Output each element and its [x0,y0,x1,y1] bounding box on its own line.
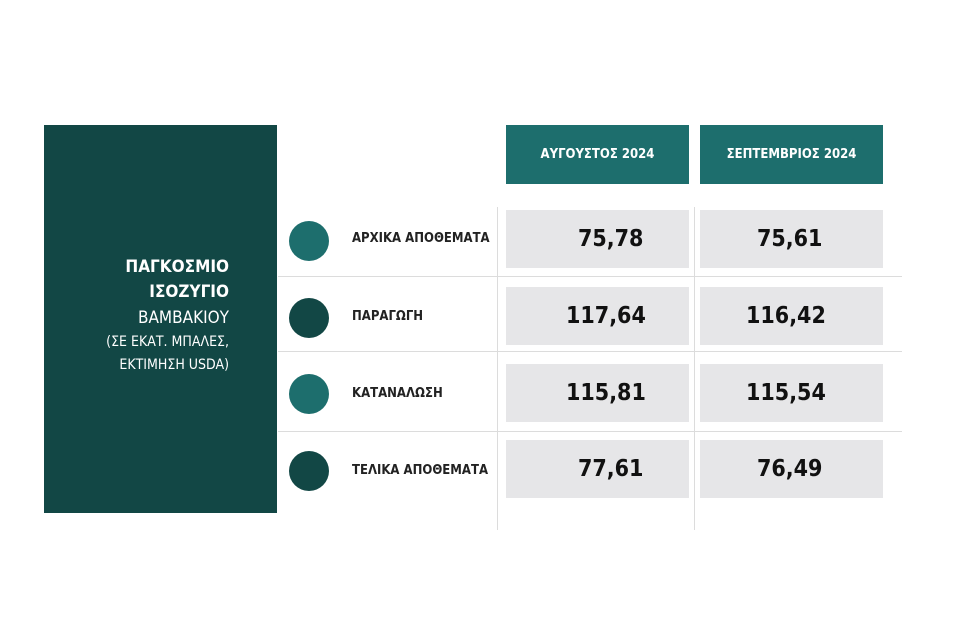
row-divider [278,276,902,277]
value-cell: 76,49 [700,440,883,498]
value-text: 75,61 [757,226,823,252]
title-line-5: ΕΚΤΙΜΗΣΗ USDA) [119,357,229,373]
value-cell: 117,64 [506,287,689,345]
row-marker-dot [289,298,329,338]
title-panel: ΠΑΓΚΟΣΜΙΟ ΙΣΟΖΥΓΙΟ ΒΑΜΒΑΚΙΟΥ (ΣΕ ΕΚΑΤ. Μ… [44,125,277,513]
value-cell: 75,78 [506,210,689,268]
row-label-ending-stocks: ΤΕΛΙΚΑ ΑΠΟΘΕΜΑΤΑ [352,463,488,478]
row-divider [278,431,902,432]
row-label-production: ΠΑΡΑΓΩΓΗ [352,309,424,324]
value-text: 115,81 [566,380,646,406]
title-line-1: ΠΑΓΚΟΣΜΙΟ [125,257,229,277]
value-text: 77,61 [578,456,644,482]
column-divider [694,207,695,530]
title-line-4: (ΣΕ ΕΚΑΤ. ΜΠΑΛΕΣ, [106,334,229,350]
value-text: 116,42 [746,303,826,329]
row-label-consumption: ΚΑΤΑΝΑΛΩΣΗ [352,386,443,401]
row-marker-dot [289,374,329,414]
value-text: 117,64 [566,303,646,329]
value-text: 76,49 [757,456,823,482]
value-cell: 116,42 [700,287,883,345]
title-line-3: ΒΑΜΒΑΚΙΟΥ [137,308,229,328]
value-cell: 75,61 [700,210,883,268]
column-header-august: ΑΥΓΟΥΣΤΟΣ 2024 [506,125,689,184]
row-label-initial-stocks: ΑΡΧΙΚΑ ΑΠΟΘΕΜΑΤΑ [352,231,490,246]
row-divider [278,351,902,352]
column-header-september: ΣΕΠΤΕΜΒΡΙΟΣ 2024 [700,125,883,184]
title-line-2: ΙΣΟΖΥΓΙΟ [149,282,229,302]
row-marker-dot [289,451,329,491]
value-text: 115,54 [746,380,826,406]
value-text: 75,78 [578,226,644,252]
value-cell: 77,61 [506,440,689,498]
value-cell: 115,54 [700,364,883,422]
row-marker-dot [289,221,329,261]
title-block: ΠΑΓΚΟΣΜΙΟ ΙΣΟΖΥΓΙΟ ΒΑΜΒΑΚΙΟΥ (ΣΕ ΕΚΑΤ. Μ… [106,255,229,377]
value-cell: 115,81 [506,364,689,422]
column-divider [497,207,498,530]
